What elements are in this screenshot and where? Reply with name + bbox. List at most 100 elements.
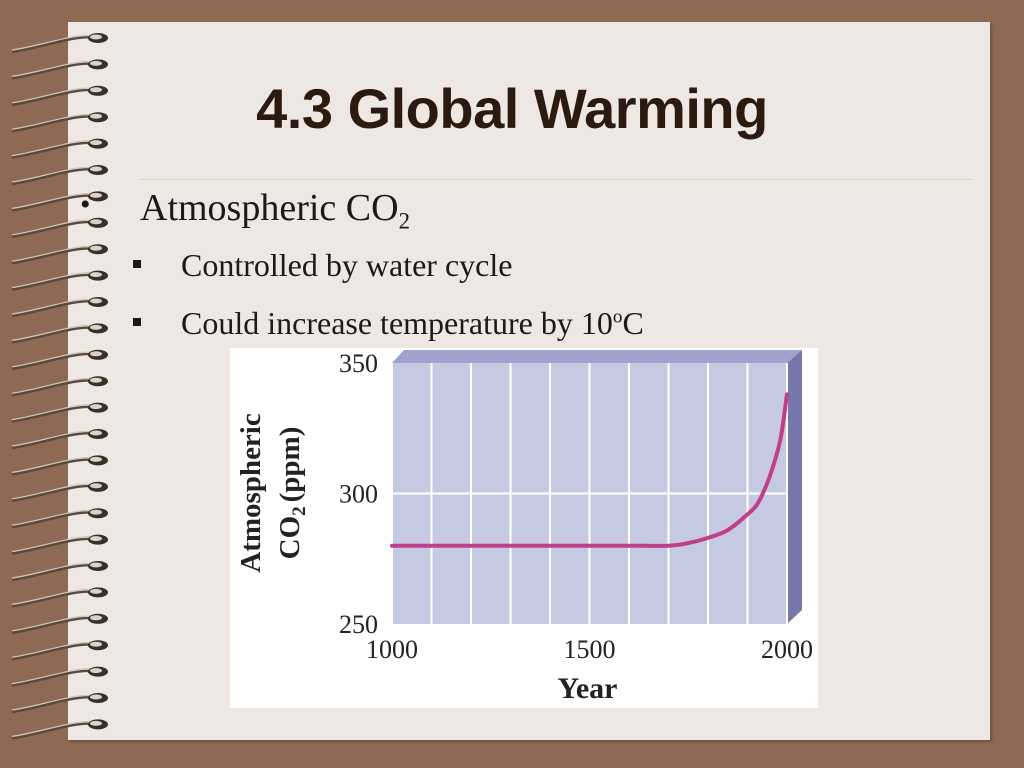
bullet-text-subscript: 2 (398, 208, 410, 234)
spiral-coil (11, 273, 93, 291)
spiral-coil-highlight (11, 694, 93, 711)
spiral-coil-highlight (11, 562, 93, 579)
spiral-coil-highlight (11, 34, 93, 51)
subbullet-text-end: C (622, 305, 644, 341)
spiral-hole-highlight (90, 219, 102, 225)
y-axis-label-subscript: 2 (289, 506, 310, 516)
spiral-coil (11, 141, 93, 159)
spiral-coil-highlight (11, 351, 93, 368)
spiral-coil (11, 36, 93, 54)
spiral-hole-highlight (90, 192, 102, 198)
spiral-coil-highlight (11, 457, 93, 473)
spiral-coil-highlight (11, 668, 93, 685)
spiral-coil (11, 115, 93, 133)
spiral-coil-highlight (11, 483, 93, 500)
spiral-coil-highlight (11, 193, 93, 209)
subbullet-text: Controlled by water cycle (181, 247, 513, 283)
spiral-coil (11, 616, 93, 634)
spiral-hole-highlight (90, 588, 102, 594)
spiral-hole-highlight (90, 166, 102, 172)
spiral-hole-highlight (90, 113, 102, 119)
y-tick-label: 300 (339, 480, 378, 509)
spiral-hole-highlight (90, 245, 102, 251)
spiral-coil (11, 432, 93, 450)
spiral-coil-highlight (11, 589, 93, 605)
co2-series-line (390, 392, 789, 548)
spiral-coil-highlight (11, 404, 93, 421)
spiral-hole-highlight (90, 298, 102, 304)
spiral-hole-highlight (90, 483, 102, 489)
spiral-coil-highlight (11, 166, 93, 183)
plot-side-face (787, 350, 802, 624)
slide-title: 4.3 Global Warming (256, 77, 768, 140)
spiral-coil-highlight (11, 272, 93, 289)
subbullet-text-superscript: o (612, 306, 623, 328)
spiral-coil (11, 62, 93, 80)
subbullet-marker (133, 260, 141, 268)
spiral-coil-highlight (11, 219, 93, 236)
spiral-coil (11, 696, 93, 714)
spiral-coil-highlight (11, 61, 93, 77)
spiral-coil (11, 247, 93, 265)
spiral-coil (11, 352, 93, 370)
spiral-coil (11, 379, 93, 397)
spiral-coil (11, 511, 93, 529)
y-axis-label-co: CO (274, 516, 306, 560)
y-tick-label: 250 (339, 610, 378, 639)
subbullet-marker (133, 318, 141, 326)
spiral-hole-highlight (90, 456, 102, 462)
spiral-coil-highlight (11, 298, 93, 315)
spiral-coil-highlight (11, 615, 93, 632)
spiral-coil (11, 564, 93, 582)
spiral-hole-highlight (90, 324, 102, 330)
spiral-coil (11, 590, 93, 608)
spiral-coil-highlight (11, 87, 93, 104)
spiral-coil (11, 326, 93, 344)
x-tick-label: 1000 (366, 635, 418, 664)
spiral-hole-highlight (90, 694, 102, 700)
spiral-hole-highlight (90, 140, 102, 146)
spiral-hole-highlight (90, 668, 102, 674)
spiral-hole-highlight (90, 60, 102, 66)
spiral-hole-highlight (90, 615, 102, 621)
co2-chart: 350 300 250 1000 1500 2000 Year Atmospheric CO2 (… (230, 348, 818, 708)
spiral-coil (11, 194, 93, 212)
spiral-coil-highlight (11, 430, 93, 447)
spiral-coil (11, 537, 93, 555)
y-axis-label: Atmospheric (235, 413, 267, 573)
subbullet-text-main: Could increase temperature by 10 (181, 305, 613, 341)
spiral-coil-highlight (11, 721, 93, 737)
spiral-hole-highlight (90, 351, 102, 357)
spiral-hole-highlight (90, 404, 102, 410)
spiral-hole-highlight (90, 536, 102, 542)
spiral-coil (11, 88, 93, 106)
spiral-coil-highlight (11, 325, 93, 341)
spiral-coil (11, 168, 93, 186)
spiral-coil-highlight (11, 377, 93, 394)
x-axis-label: Year (558, 672, 618, 705)
spiral-coil-highlight (11, 536, 93, 553)
spiral-coil-highlight (11, 641, 93, 658)
subbullet-text: Could increase temperature by 10oC (181, 305, 644, 342)
spiral-binding (11, 33, 108, 740)
spiral-hole-highlight (90, 720, 102, 726)
x-tick-label: 1500 (564, 635, 616, 664)
x-tick-label: 2000 (761, 635, 813, 664)
y-axis-label-unit: CO2 (ppm) (274, 427, 310, 560)
spiral-coil-highlight (11, 140, 93, 157)
spiral-coil (11, 669, 93, 687)
spiral-coil-highlight (11, 509, 93, 526)
spiral-coil (11, 300, 93, 318)
spiral-hole-highlight (90, 87, 102, 93)
spiral-hole-highlight (90, 509, 102, 515)
spiral-hole-highlight (90, 641, 102, 647)
spiral-coil (11, 458, 93, 476)
spiral-hole-highlight (90, 430, 102, 436)
bullet-text-main: Atmospheric CO (140, 187, 399, 229)
y-axis-label-ppm: (ppm) (274, 427, 306, 503)
spiral-coil (11, 722, 93, 740)
spiral-hole-highlight (90, 272, 102, 278)
spiral-coil (11, 405, 93, 423)
bullet-marker: • (80, 188, 91, 221)
